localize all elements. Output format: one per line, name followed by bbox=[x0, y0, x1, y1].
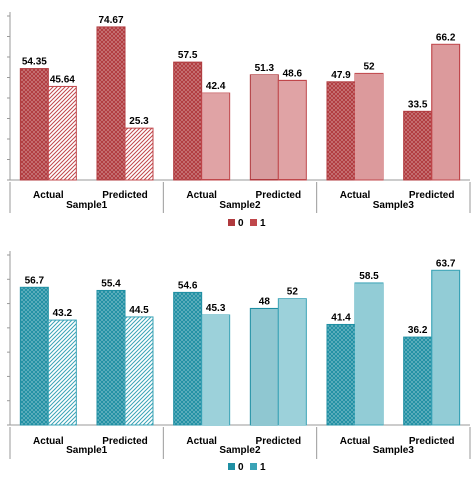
bar-series-0-sample3-actual bbox=[326, 81, 356, 181]
bar-series-0-sample2-predicted bbox=[249, 307, 279, 426]
bar-series-1-sample1-actual bbox=[47, 85, 77, 181]
x-tick-label: Predicted bbox=[409, 436, 455, 447]
data-label: 25.3 bbox=[129, 116, 149, 127]
bar-series-0-sample2-predicted bbox=[249, 74, 279, 181]
x-tick-label: Actual bbox=[340, 190, 371, 201]
group-label: Sample2 bbox=[219, 445, 261, 456]
x-tick-label: Predicted bbox=[256, 190, 302, 201]
bar-series-0-sample3-predicted bbox=[403, 110, 433, 181]
bar-series-1-sample1-predicted bbox=[124, 127, 154, 181]
data-label: 63.7 bbox=[436, 258, 456, 269]
bar-series-0-sample1-actual bbox=[19, 286, 49, 426]
data-label: 45.64 bbox=[50, 74, 75, 85]
x-tick-label: Actual bbox=[33, 436, 64, 447]
legend-swatch bbox=[228, 219, 235, 226]
chart-panel-1: 54.3545.64Actual74.6725.3PredictedSample… bbox=[7, 12, 471, 229]
bar-series-1-sample1-predicted bbox=[124, 316, 154, 426]
group-label: Sample3 bbox=[373, 445, 415, 456]
bar-series-1-sample2-actual bbox=[201, 314, 231, 426]
legend-label: 1 bbox=[260, 462, 266, 473]
x-tick-label: Actual bbox=[186, 436, 217, 447]
x-tick-label: Predicted bbox=[102, 190, 148, 201]
bar-series-1-sample2-actual bbox=[201, 92, 231, 181]
data-label: 45.3 bbox=[206, 303, 226, 314]
bar-series-1-sample3-predicted bbox=[431, 269, 461, 426]
data-label: 48.6 bbox=[283, 68, 303, 79]
x-tick-label: Actual bbox=[340, 436, 371, 447]
data-label: 47.9 bbox=[331, 70, 351, 81]
x-tick-label: Actual bbox=[186, 190, 217, 201]
group-label: Sample3 bbox=[373, 200, 415, 211]
data-label: 57.5 bbox=[178, 50, 198, 61]
data-label: 66.2 bbox=[436, 32, 456, 43]
legend-label: 1 bbox=[260, 218, 266, 229]
bar-series-1-sample3-actual bbox=[354, 72, 384, 181]
bar-series-0-sample3-actual bbox=[326, 323, 356, 426]
data-label: 51.3 bbox=[255, 63, 275, 74]
data-label: 48 bbox=[259, 296, 271, 307]
bar-series-1-sample3-actual bbox=[354, 282, 384, 426]
chart-panel-2: 56.743.2Actual55.444.5PredictedSample154… bbox=[7, 251, 471, 473]
bar-series-1-sample2-predicted bbox=[277, 298, 307, 426]
bar-series-0-sample1-predicted bbox=[96, 26, 126, 181]
x-tick-label: Actual bbox=[33, 190, 64, 201]
data-label: 52 bbox=[287, 287, 299, 298]
data-label: 56.7 bbox=[25, 275, 45, 286]
group-label: Sample1 bbox=[66, 200, 108, 211]
data-label: 36.2 bbox=[408, 325, 428, 336]
data-label: 55.4 bbox=[101, 278, 121, 289]
bar-series-0-sample1-predicted bbox=[96, 289, 126, 426]
data-label: 54.6 bbox=[178, 280, 198, 291]
x-tick-label: Predicted bbox=[409, 190, 455, 201]
bar-series-0-sample3-predicted bbox=[403, 336, 433, 426]
legend-label: 0 bbox=[238, 218, 244, 229]
bar-series-0-sample2-actual bbox=[173, 61, 203, 181]
legend-swatch bbox=[228, 463, 235, 470]
legend-swatch bbox=[250, 219, 257, 226]
data-label: 44.5 bbox=[129, 305, 149, 316]
x-tick-label: Predicted bbox=[256, 436, 302, 447]
data-label: 54.35 bbox=[22, 57, 47, 68]
bar-series-1-sample3-predicted bbox=[431, 43, 461, 181]
legend-label: 0 bbox=[238, 462, 244, 473]
data-label: 58.5 bbox=[359, 271, 379, 282]
data-label: 52 bbox=[363, 61, 375, 72]
data-label: 33.5 bbox=[408, 99, 428, 110]
x-tick-label: Predicted bbox=[102, 436, 148, 447]
data-label: 74.67 bbox=[98, 15, 123, 26]
bar-series-1-sample2-predicted bbox=[277, 79, 307, 181]
data-label: 43.2 bbox=[53, 308, 73, 319]
group-label: Sample1 bbox=[66, 445, 108, 456]
data-label: 41.4 bbox=[331, 312, 351, 323]
legend-swatch bbox=[250, 463, 257, 470]
group-label: Sample2 bbox=[219, 200, 261, 211]
bar-series-0-sample1-actual bbox=[19, 68, 49, 181]
data-label: 42.4 bbox=[206, 81, 226, 92]
bar-series-1-sample1-actual bbox=[47, 319, 77, 426]
bar-series-0-sample2-actual bbox=[173, 291, 203, 426]
